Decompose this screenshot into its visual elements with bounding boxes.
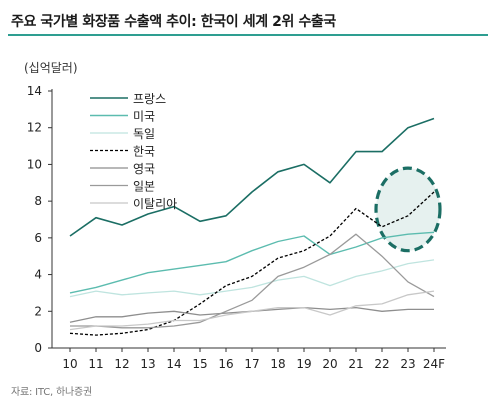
series-line [69, 306, 434, 323]
x-tick-label: 18 [270, 357, 285, 371]
highlight-layer [374, 166, 442, 253]
x-tick-label: 24F [423, 357, 445, 371]
y-tick-label: 12 [27, 121, 42, 135]
x-tick-label: 16 [218, 357, 233, 371]
x-tick-label: 10 [62, 357, 77, 371]
x-tick-label: 21 [348, 357, 363, 371]
legend-label: 한국 [133, 145, 155, 159]
y-tick-label: 8 [34, 194, 42, 208]
legend-label: 독일 [133, 127, 155, 141]
highlight-ellipse [374, 166, 442, 253]
y-axis-unit-label: (십억달러) [24, 61, 78, 75]
legend-label: 이탈리아 [133, 197, 177, 211]
series-line [69, 259, 435, 298]
series-layer [69, 117, 435, 336]
x-tick-label: 23 [400, 357, 415, 371]
axes-layer: 0 2 4 6 8 10 12 14 10 11 12 13 14 15 16 17 18 19 20 21 22 23 2… [24, 61, 446, 371]
legend-label: 프랑스 [133, 92, 166, 106]
legend-label: 미국 [133, 110, 155, 124]
x-tick-label: 13 [140, 357, 155, 371]
y-tick-label: 2 [34, 304, 42, 318]
y-tick-label: 4 [34, 268, 42, 282]
x-tick-label: 19 [296, 357, 311, 371]
x-tick-label: 22 [374, 357, 389, 371]
title-divider [8, 34, 488, 36]
x-tick-label: 20 [322, 357, 337, 371]
series-line [70, 233, 435, 329]
x-tick-label: 15 [192, 357, 207, 371]
source-note: 자료: ITC, 하나증권 [11, 387, 92, 398]
y-tick-label: 6 [34, 231, 42, 245]
chart-title: 주요 국가별 화장품 수출액 추이: 한국이 세계 2위 수출국 [11, 14, 336, 30]
x-tick-label: 14 [166, 357, 181, 371]
series-line [69, 231, 435, 294]
x-tick-label: 11 [88, 357, 103, 371]
y-tick-label: 14 [27, 84, 42, 98]
series-line [69, 191, 435, 336]
y-tick-label: 10 [27, 157, 42, 171]
x-tick-label: 17 [244, 357, 259, 371]
x-tick-label: 12 [114, 357, 129, 371]
legend-label: 영국 [133, 162, 155, 176]
y-tick-label: 0 [34, 341, 42, 355]
series-line [69, 290, 435, 331]
series-line [69, 117, 435, 237]
legend-label: 일본 [133, 180, 155, 194]
